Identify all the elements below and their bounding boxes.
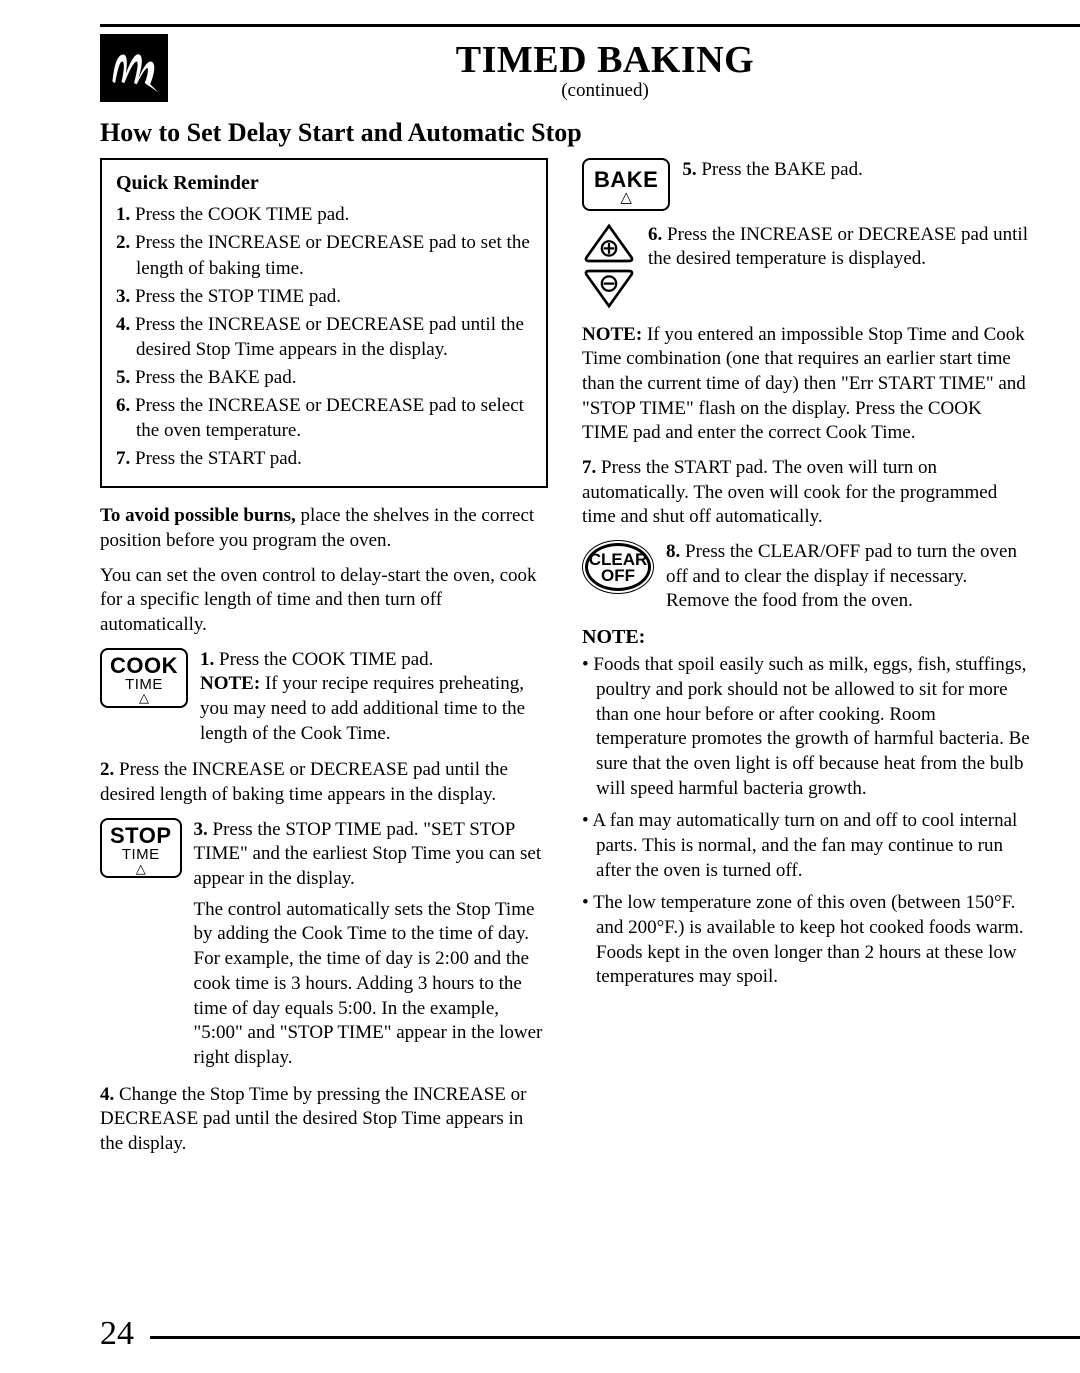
cook-time-pad-icon: COOK TIME △ xyxy=(100,648,188,709)
bake-pad-icon: BAKE △ xyxy=(582,158,670,211)
list-item: 1. Press the COOK TIME pad. xyxy=(116,202,532,227)
list-item: Foods that spoil easily such as milk, eg… xyxy=(582,653,1030,801)
step-2: 2. Press the INCREASE or DECREASE pad un… xyxy=(100,758,548,807)
triangle-up-icon: △ xyxy=(110,863,172,875)
step-1: COOK TIME △ 1. Press the COOK TIME pad. … xyxy=(100,648,548,747)
list-item: 6. Press the INCREASE or DECREASE pad to… xyxy=(116,393,532,443)
page-number: 24 xyxy=(100,1315,134,1353)
burn-warning: To avoid possible burns, place the shelv… xyxy=(100,504,548,553)
impossible-stop-note: NOTE: If you entered an impossible Stop … xyxy=(582,323,1030,446)
content-columns: Quick Reminder 1. Press the COOK TIME pa… xyxy=(100,158,1030,1167)
notes-heading: NOTE: xyxy=(582,626,1030,649)
list-item: The low temperature zone of this oven (b… xyxy=(582,891,1030,990)
list-item: 5. Press the BAKE pad. xyxy=(116,365,532,390)
bottom-rule xyxy=(150,1336,1080,1339)
right-column: BAKE △ 5. Press the BAKE pad. 6. Pr xyxy=(582,158,1030,1167)
brand-logo-icon xyxy=(100,34,168,102)
triangle-up-icon: △ xyxy=(110,692,178,704)
list-item: A fan may automatically turn on and off … xyxy=(582,809,1030,883)
step-4: 4. Change the Stop Time by pressing the … xyxy=(100,1083,548,1157)
list-item: 2. Press the INCREASE or DECREASE pad to… xyxy=(116,230,532,280)
cursive-m-icon xyxy=(107,41,161,95)
header: TIMED BAKING (continued) xyxy=(100,30,1030,102)
quick-reminder-list: 1. Press the COOK TIME pad. 2. Press the… xyxy=(116,202,532,471)
decrease-pad-icon xyxy=(582,269,636,309)
continued-label: (continued) xyxy=(180,80,1030,102)
list-item: 4. Press the INCREASE or DECREASE pad un… xyxy=(116,312,532,362)
step-3: STOP TIME △ 3. Press the STOP TIME pad. … xyxy=(100,818,548,1071)
left-column: Quick Reminder 1. Press the COOK TIME pa… xyxy=(100,158,548,1167)
notes-section: NOTE: Foods that spoil easily such as mi… xyxy=(582,626,1030,990)
step-6: 6. Press the INCREASE or DECREASE pad un… xyxy=(582,223,1030,309)
list-item: 7. Press the START pad. xyxy=(116,446,532,471)
step-8: CLEAR OFF 8. Press the CLEAR/OFF pad to … xyxy=(582,540,1030,614)
increase-pad-icon xyxy=(582,223,636,263)
step-5: BAKE △ 5. Press the BAKE pad. xyxy=(582,158,1030,211)
increase-decrease-pads-icon xyxy=(582,223,636,309)
top-rule xyxy=(100,24,1080,27)
notes-list: Foods that spoil easily such as milk, eg… xyxy=(582,653,1030,990)
intro-paragraph: You can set the oven control to delay-st… xyxy=(100,564,548,638)
quick-reminder-box: Quick Reminder 1. Press the COOK TIME pa… xyxy=(100,158,548,488)
quick-reminder-heading: Quick Reminder xyxy=(116,170,532,196)
stop-time-pad-icon: STOP TIME △ xyxy=(100,818,182,879)
clear-off-pad-icon: CLEAR OFF xyxy=(582,540,654,594)
section-heading: How to Set Delay Start and Automatic Sto… xyxy=(100,118,1030,148)
list-item: 3. Press the STOP TIME pad. xyxy=(116,284,532,309)
page-title: TIMED BAKING xyxy=(180,38,1030,82)
triangle-up-icon: △ xyxy=(594,191,658,205)
step-7: 7. Press the START pad. The oven will tu… xyxy=(582,456,1030,530)
